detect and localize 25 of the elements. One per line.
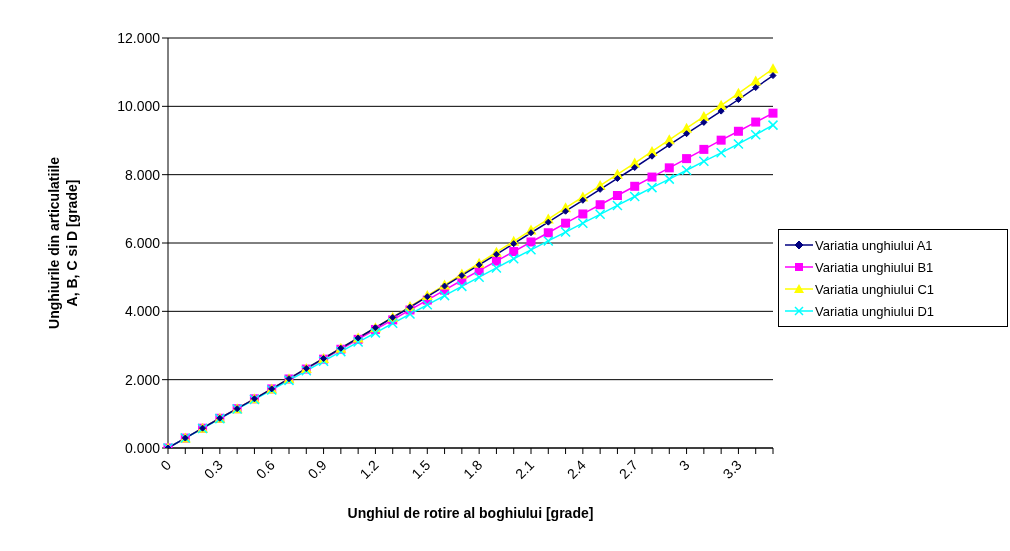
x-tick-label: 1.8 [460,456,486,482]
y-tick-label: 8.000 [124,166,161,183]
x-tick-label: 1.2 [356,456,382,482]
y-axis-title: Unghiurile din articulatiile A, B, C si D [grade] [46,156,80,329]
legend-label: Variatia unghiului D1 [815,303,934,319]
x-tick-label: 2.4 [563,456,590,482]
x-tick-label: 0.3 [200,456,227,482]
y-tick-label: 2.000 [124,371,161,388]
legend-label: Variatia unghiului A1 [815,237,933,253]
y-tick-label: 0.000 [124,439,161,456]
x-tick-label: 0 [157,456,175,474]
x-tick-label: 0.6 [252,456,278,482]
y-tick-label: 6.000 [124,234,161,251]
legend-label: Variatia unghiului B1 [815,259,934,275]
x-tick-label: 1.5 [408,456,434,482]
x-tick-label: 2.1 [512,456,538,482]
x-axis-title: Unghiul de rotire al boghiului [grade] [347,505,594,521]
x-tick-label: 3.3 [719,456,745,482]
y-tick-label: 4.000 [124,303,161,320]
legend-label: Variatia unghiului C1 [815,281,934,297]
y-tick-label: 10.000 [117,98,161,115]
x-tick-label: 2.7 [615,456,641,482]
x-tick-label: 3 [675,456,693,474]
y-tick-label: 12.000 [117,29,161,46]
x-tick-label: 0.9 [304,456,330,482]
